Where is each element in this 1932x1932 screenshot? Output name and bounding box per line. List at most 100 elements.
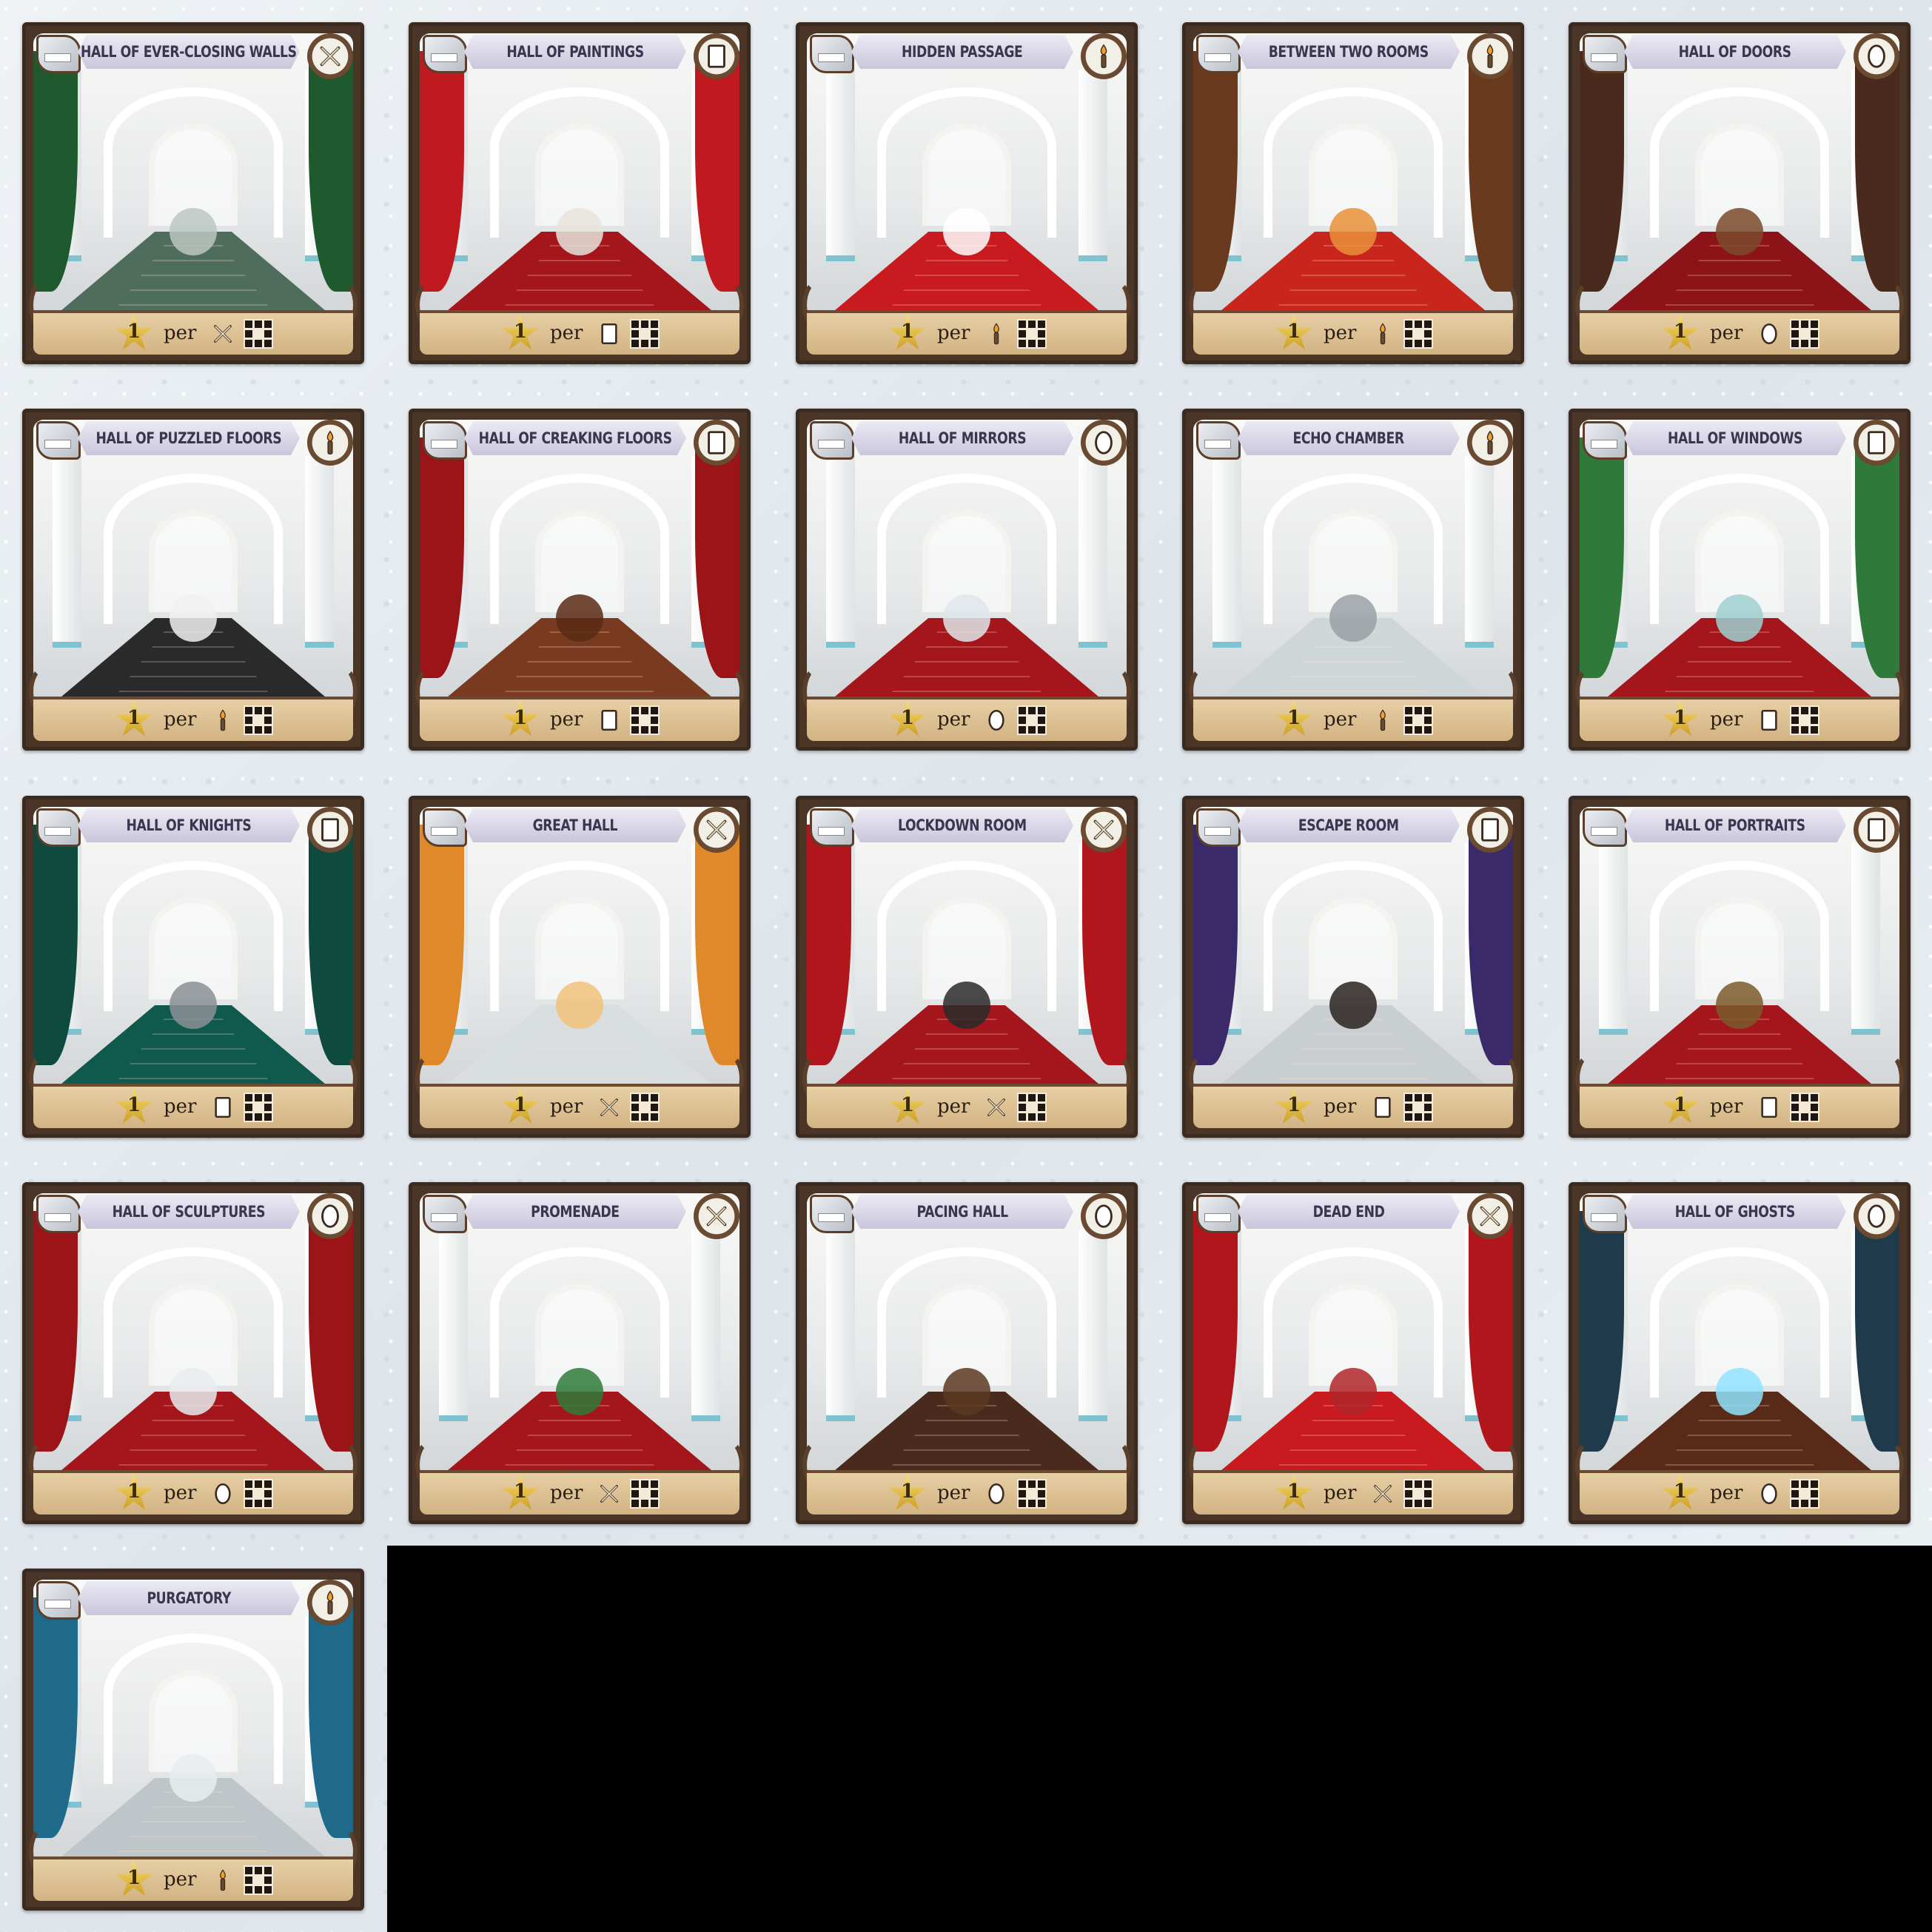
room-card[interactable]: BETWEEN TWO ROOMS 1 per bbox=[1182, 22, 1524, 364]
room-card[interactable]: HALL OF WINDOWS 1 per bbox=[1569, 409, 1911, 751]
room-title: HALL OF DOORS bbox=[1679, 42, 1791, 61]
per-label: per bbox=[1324, 1482, 1357, 1504]
per-label: per bbox=[550, 1096, 583, 1118]
swords-icon bbox=[694, 1193, 739, 1239]
ghost-icon bbox=[1081, 1193, 1127, 1239]
ghost-icon bbox=[1854, 33, 1899, 79]
ghost-icon bbox=[209, 1480, 236, 1507]
room-title: HALL OF CREAKING FLOORS bbox=[478, 429, 672, 447]
room-illustration bbox=[807, 33, 1127, 334]
star-value: 1 bbox=[900, 1480, 915, 1503]
scoring-bar: 1 per bbox=[1193, 310, 1513, 355]
card-tab-corner bbox=[1583, 421, 1627, 460]
grid-icon bbox=[630, 1479, 660, 1509]
room-card[interactable]: GREAT HALL 1 per bbox=[409, 796, 751, 1138]
card-icon bbox=[694, 33, 739, 79]
card-tab-corner bbox=[1196, 1195, 1241, 1233]
card-tab-corner bbox=[1196, 421, 1241, 460]
star-value: 1 bbox=[513, 321, 528, 343]
empty-area bbox=[387, 1546, 1932, 1932]
room-card[interactable]: ECHO CHAMBER 1 per bbox=[1182, 409, 1524, 751]
title-banner: HIDDEN PASSAGE bbox=[851, 35, 1073, 69]
room-card[interactable]: HIDDEN PASSAGE 1 per bbox=[796, 22, 1138, 364]
grid-icon bbox=[1790, 1093, 1819, 1122]
per-label: per bbox=[1710, 1482, 1743, 1504]
room-card[interactable]: HALL OF DOORS 1 per bbox=[1569, 22, 1911, 364]
room-title: GREAT HALL bbox=[532, 816, 618, 834]
per-label: per bbox=[550, 708, 583, 731]
scoring-bar: 1 per bbox=[1193, 1470, 1513, 1515]
card-icon bbox=[694, 420, 739, 466]
per-label: per bbox=[1324, 708, 1357, 731]
scoring-bar: 1 per bbox=[1193, 697, 1513, 741]
room-title: HALL OF GHOSTS bbox=[1674, 1202, 1796, 1221]
title-banner: HALL OF MIRRORS bbox=[851, 421, 1073, 455]
star-value: 1 bbox=[513, 1094, 528, 1116]
ghost-icon bbox=[1756, 1480, 1782, 1507]
grid-icon bbox=[1403, 1479, 1433, 1509]
room-card[interactable]: PACING HALL 1 per bbox=[796, 1182, 1138, 1524]
card-icon bbox=[596, 321, 623, 347]
room-illustration bbox=[33, 33, 353, 334]
per-label: per bbox=[164, 708, 197, 731]
scoring-bar: 1 per bbox=[420, 1470, 739, 1515]
grid-icon bbox=[1403, 319, 1433, 349]
room-title: HALL OF SCULPTURES bbox=[112, 1202, 266, 1221]
swords-icon bbox=[596, 1480, 623, 1507]
star-value: 1 bbox=[900, 1094, 915, 1116]
scoring-bar: 1 per bbox=[33, 1856, 353, 1901]
scoring-bar: 1 per bbox=[1580, 697, 1899, 741]
per-label: per bbox=[1710, 708, 1743, 731]
room-card[interactable]: PROMENADE 1 per bbox=[409, 1182, 751, 1524]
room-card[interactable]: HALL OF PORTRAITS 1 per bbox=[1569, 796, 1911, 1138]
card-tab-corner bbox=[36, 35, 81, 73]
room-card[interactable]: HALL OF SCULPTURES 1 per bbox=[22, 1182, 364, 1524]
room-title: DEAD END bbox=[1312, 1202, 1385, 1221]
star-value: 1 bbox=[127, 321, 141, 343]
room-card[interactable]: ESCAPE ROOM 1 per bbox=[1182, 796, 1524, 1138]
room-illustration bbox=[807, 807, 1127, 1107]
scoring-bar: 1 per bbox=[1580, 1470, 1899, 1515]
room-card[interactable]: HALL OF KNIGHTS 1 per bbox=[22, 796, 364, 1138]
per-label: per bbox=[937, 322, 970, 344]
room-card[interactable]: PURGATORY 1 per bbox=[22, 1569, 364, 1911]
title-banner: ECHO CHAMBER bbox=[1238, 421, 1460, 455]
card-tab-corner bbox=[1196, 808, 1241, 847]
ghost-icon bbox=[1081, 420, 1127, 466]
room-card[interactable]: HALL OF GHOSTS 1 per bbox=[1569, 1182, 1911, 1524]
card-tab-corner bbox=[1583, 35, 1627, 73]
title-banner: HALL OF GHOSTS bbox=[1624, 1195, 1846, 1229]
room-illustration bbox=[420, 420, 739, 720]
room-card[interactable]: HALL OF PAINTINGS 1 per bbox=[409, 22, 751, 364]
per-label: per bbox=[164, 1096, 197, 1118]
grid-icon bbox=[1403, 705, 1433, 735]
room-illustration bbox=[807, 420, 1127, 720]
star-value: 1 bbox=[513, 1480, 528, 1503]
title-banner: HALL OF DOORS bbox=[1624, 35, 1846, 69]
scoring-bar: 1 per bbox=[807, 1470, 1127, 1515]
room-illustration bbox=[33, 1193, 353, 1494]
room-card[interactable]: HALL OF EVER-CLOSING WALLS 1 per bbox=[22, 22, 364, 364]
scoring-bar: 1 per bbox=[1580, 1084, 1899, 1128]
room-card[interactable]: HALL OF CREAKING FLOORS 1 per bbox=[409, 409, 751, 751]
room-card[interactable]: HALL OF PUZZLED FLOORS 1 per bbox=[22, 409, 364, 751]
room-card[interactable]: LOCKDOWN ROOM 1 per bbox=[796, 796, 1138, 1138]
card-tab-corner bbox=[810, 35, 854, 73]
torch-icon bbox=[1369, 321, 1396, 347]
grid-icon bbox=[1790, 1479, 1819, 1509]
per-label: per bbox=[937, 1482, 970, 1504]
swords-icon bbox=[1369, 1480, 1396, 1507]
title-banner: PROMENADE bbox=[464, 1195, 686, 1229]
grid-icon bbox=[244, 1865, 273, 1895]
card-tab-corner bbox=[36, 421, 81, 460]
card-tab-corner bbox=[423, 1195, 467, 1233]
card-icon bbox=[1756, 1094, 1782, 1121]
room-title: ECHO CHAMBER bbox=[1292, 429, 1405, 447]
scoring-bar: 1 per bbox=[807, 310, 1127, 355]
room-card[interactable]: HALL OF MIRRORS 1 per bbox=[796, 409, 1138, 751]
ghost-icon bbox=[307, 1193, 353, 1239]
grid-icon bbox=[244, 319, 273, 349]
room-title: HALL OF KNIGHTS bbox=[126, 816, 252, 834]
star-value: 1 bbox=[127, 1094, 141, 1116]
room-card[interactable]: DEAD END 1 per bbox=[1182, 1182, 1524, 1524]
